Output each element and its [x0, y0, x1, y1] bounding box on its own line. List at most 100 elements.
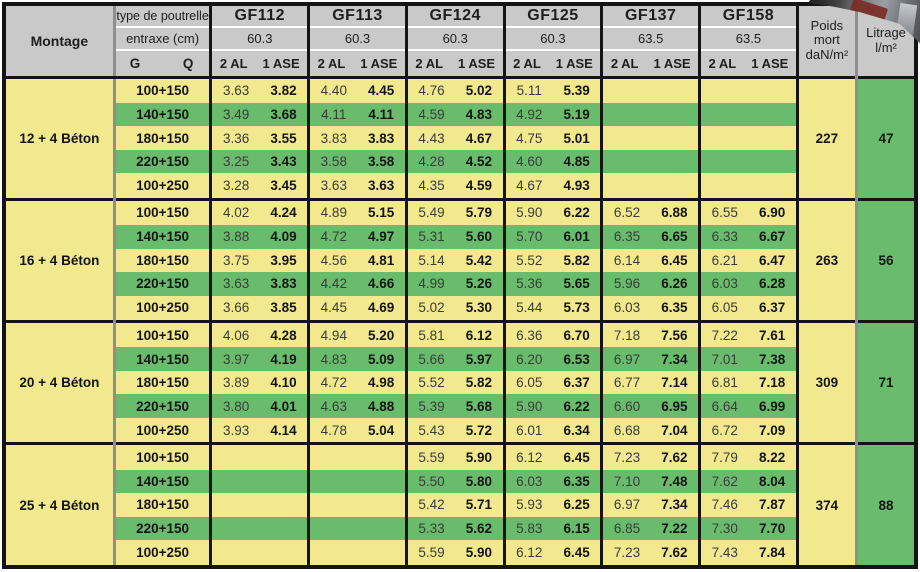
- value-cell: 5.49: [404, 197, 456, 226]
- value-cell: 4.99: [404, 272, 456, 296]
- value-cell: 3.95: [259, 248, 309, 273]
- header-row-type: Montage type de poutrelle GF112 GF113 GF…: [4, 4, 916, 78]
- value-cell: 7.43: [698, 540, 749, 567]
- entraxe-label: entraxe (cm): [112, 27, 211, 51]
- row-label-g-q: 220+150: [112, 516, 211, 541]
- value-cell: 3.25: [209, 149, 260, 174]
- value-cell: 6.88: [650, 197, 700, 226]
- value-cell: 6.21: [698, 248, 749, 273]
- poids-header-line2: mort: [813, 32, 840, 48]
- value-cell: 4.10: [259, 370, 309, 395]
- value-cell: 5.33: [404, 516, 456, 541]
- value-cell: 5.60: [455, 225, 505, 249]
- value-cell: 3.58: [307, 149, 358, 174]
- value-cell: 5.93: [502, 493, 553, 517]
- table-header: Montage type de poutrelle GF112 GF113 GF…: [4, 4, 916, 79]
- value-cell: 3.68: [259, 102, 309, 127]
- table-row: 220+150 3.80 4.01 4.63 4.88 5.39 5.68 5.90 6.22 6…: [4, 394, 916, 418]
- g-q-header: G Q: [112, 50, 211, 79]
- ase-label: 1 ASE: [555, 55, 593, 71]
- value-cell: 4.28: [404, 149, 456, 174]
- table-row: 220+150 3.25 3.43 3.58 3.58 4.28 4.52 4.60 4.85: [4, 149, 916, 174]
- value-cell: 6.01: [502, 417, 553, 444]
- value-cell: 3.97: [209, 347, 260, 371]
- value-cell: [650, 102, 700, 127]
- value-cell: 6.97: [600, 347, 651, 371]
- value-cell: 4.59: [455, 173, 505, 200]
- value-cell: 4.66: [357, 272, 407, 296]
- value-cell: 5.01: [552, 126, 602, 150]
- entraxe-gf113: 60.3: [307, 27, 407, 51]
- montage-header: Montage: [4, 4, 115, 78]
- value-cell: 4.09: [259, 225, 309, 249]
- table-row: 180+150 3.75 3.95 4.56 4.81 5.14 5.42 5.52 5.82 6…: [4, 248, 916, 273]
- row-label-g-q: 100+150: [112, 320, 211, 348]
- value-cell: 6.22: [552, 197, 602, 226]
- value-cell: 6.70: [552, 320, 602, 348]
- value-cell: 6.34: [552, 417, 602, 444]
- value-cell: 6.97: [600, 493, 651, 517]
- value-cell: 7.34: [650, 493, 700, 517]
- value-cell: 5.70: [502, 225, 553, 249]
- value-cell: 3.63: [209, 272, 260, 296]
- table-row: 100+250 3.66 3.85 4.45 4.69 5.02 5.30 5.44 5.73 6…: [4, 295, 916, 322]
- value-cell: 6.14: [600, 248, 651, 273]
- value-cell: 6.03: [698, 272, 749, 296]
- value-cell: 6.20: [502, 347, 553, 371]
- value-cell: 7.84: [748, 540, 798, 567]
- row-label-g-q: 140+150: [112, 102, 211, 127]
- table-row: 25 + 4 Béton 100+150 5.59 5.90 6.12 6.45 7.23 7…: [4, 442, 916, 567]
- row-label-g-q: 140+150: [112, 347, 211, 371]
- montage-cell: 20 + 4 Béton: [4, 320, 115, 444]
- row-label-g-q: 100+250: [112, 173, 211, 200]
- table-row: 140+150 5.50 5.80 6.03 6.35 7.10 7.48 7.62 8.04: [4, 469, 916, 494]
- value-cell: [600, 173, 651, 200]
- value-cell: 5.39: [404, 394, 456, 418]
- value-cell: [259, 469, 309, 494]
- value-cell: 6.67: [748, 225, 798, 249]
- value-cell: 5.31: [404, 225, 456, 249]
- value-cell: 7.09: [748, 417, 798, 444]
- value-cell: 5.90: [455, 540, 505, 567]
- litrage-header-line2: l/m²: [875, 39, 897, 55]
- row-label-g-q: 100+150: [112, 442, 211, 470]
- value-cell: 7.01: [698, 347, 749, 371]
- value-cell: 6.55: [698, 197, 749, 226]
- poids-mort-value: 227: [795, 75, 857, 200]
- value-cell: 5.09: [357, 347, 407, 371]
- value-cell: 6.52: [600, 197, 651, 226]
- value-cell: 5.65: [552, 272, 602, 296]
- value-cell: 5.90: [502, 197, 553, 226]
- row-label-g-q: 100+250: [112, 540, 211, 567]
- litrage-value: 56: [855, 197, 916, 322]
- value-cell: 6.25: [552, 493, 602, 517]
- value-cell: 7.18: [748, 370, 798, 395]
- value-cell: 5.59: [404, 442, 456, 470]
- table-row: 100+250 3.93 4.14 4.78 5.04 5.43 5.72 6.01 6.34 6…: [4, 417, 916, 444]
- value-cell: 6.03: [600, 295, 651, 322]
- value-cell: 6.35: [600, 225, 651, 249]
- value-cell: [748, 149, 798, 174]
- value-cell: 6.45: [650, 248, 700, 273]
- entraxe-gf137: 63.5: [600, 27, 700, 51]
- value-cell: 4.43: [404, 126, 456, 150]
- value-cell: 4.83: [307, 347, 358, 371]
- table-row: 16 + 4 Béton 100+150 4.02 4.24 4.89 5.15 5.49 5…: [4, 197, 916, 322]
- value-cell: 6.64: [698, 394, 749, 418]
- row-label-g-q: 220+150: [112, 394, 211, 418]
- row-label-g-q: 220+150: [112, 272, 211, 296]
- column-group-gf112: GF112: [209, 4, 309, 28]
- value-cell: 4.92: [502, 102, 553, 127]
- value-cell: 5.14: [404, 248, 456, 273]
- value-cell: 5.52: [502, 248, 553, 273]
- value-cell: [698, 102, 749, 127]
- row-label-g-q: 140+150: [112, 469, 211, 494]
- value-cell: 4.88: [357, 394, 407, 418]
- value-cell: [600, 126, 651, 150]
- value-cell: 4.45: [307, 295, 358, 322]
- value-cell: [650, 75, 700, 103]
- value-cell: 6.12: [502, 540, 553, 567]
- value-cell: 4.19: [259, 347, 309, 371]
- header-row-subcolumns: G Q 2 AL 1 ASE 2 AL 1 ASE: [4, 50, 916, 79]
- ase-label: 1 ASE: [262, 55, 300, 71]
